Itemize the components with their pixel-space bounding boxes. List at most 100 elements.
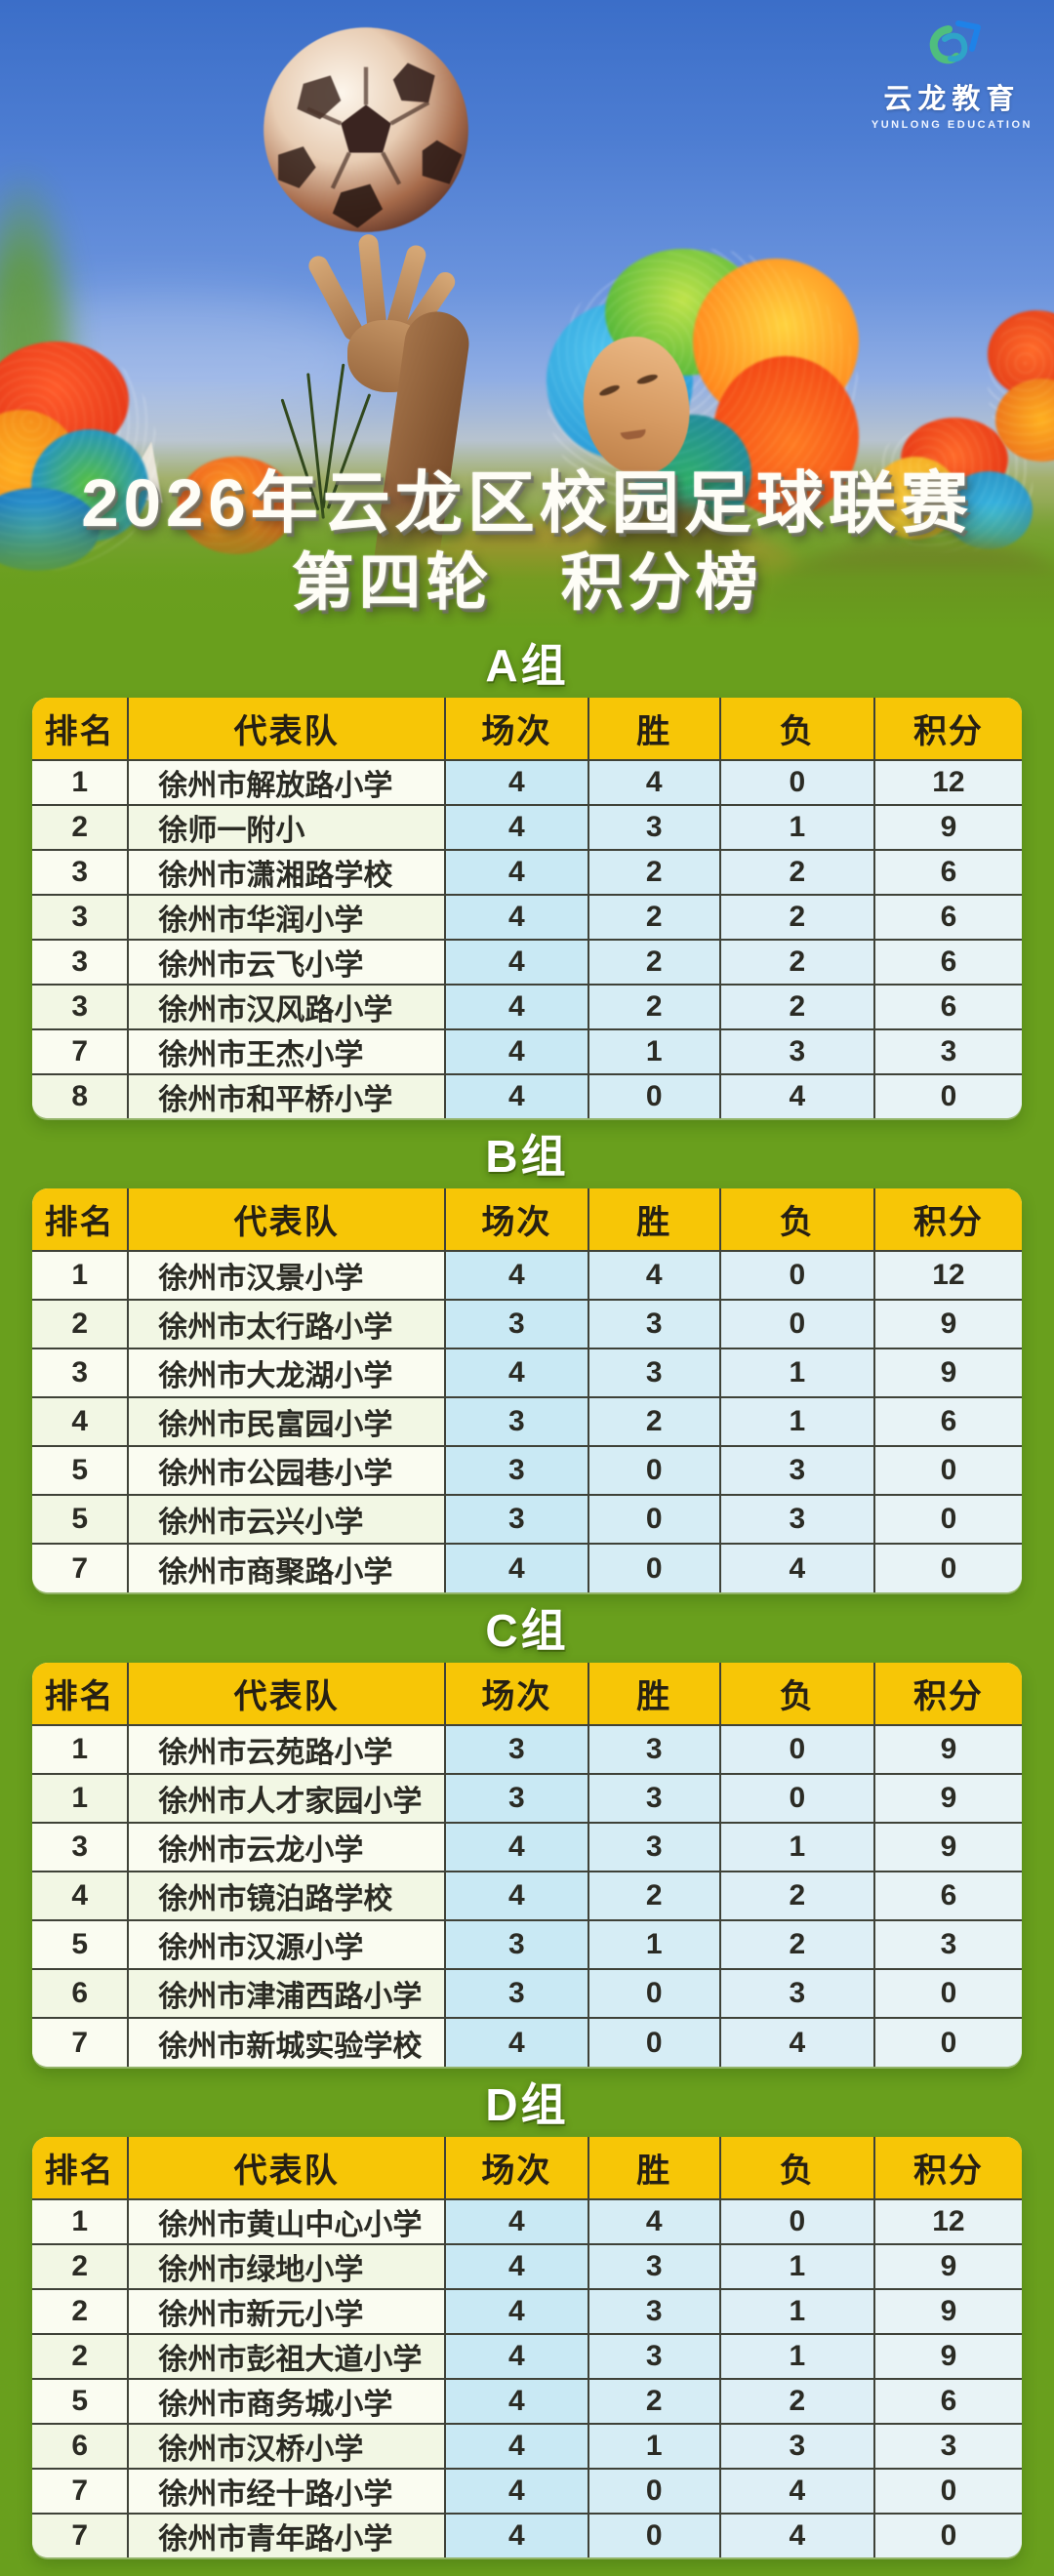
- played-cell: 4: [444, 1073, 589, 1118]
- table-row: 7 徐州市经十路小学 4 0 4 0: [32, 2468, 1022, 2514]
- column-header: 胜: [588, 1663, 721, 1725]
- team-cell: 徐州市黄山中心小学: [128, 2198, 446, 2244]
- rank-cell: 3: [32, 894, 130, 940]
- wins-cell: 1: [588, 2423, 721, 2469]
- points-cell: 6: [873, 1396, 1022, 1446]
- table-row: 3 徐州市汉风路小学 4 2 2 6: [32, 984, 1022, 1029]
- team-cell: 徐州市云苑路小学: [128, 1724, 446, 1774]
- rank-cell: 1: [32, 1724, 130, 1774]
- table-row: 6 徐州市津浦西路小学 3 0 3 0: [32, 1968, 1022, 2018]
- played-cell: 3: [444, 1494, 589, 1544]
- rank-cell: 4: [32, 1871, 130, 1920]
- points-cell: 9: [873, 2333, 1022, 2379]
- losses-cell: 1: [719, 2243, 875, 2289]
- team-cell: 徐州市华润小学: [128, 894, 446, 940]
- played-cell: 4: [444, 2243, 589, 2289]
- points-cell: 3: [873, 2423, 1022, 2469]
- wins-cell: 3: [588, 2243, 721, 2289]
- rank-cell: 4: [32, 1396, 130, 1446]
- group-section: C组 排名 代表队 场次胜负积分 1 徐州市云苑路小学 3 3 0 9 1 徐州市人才家园小学 3 3…: [0, 1604, 1054, 2067]
- losses-cell: 2: [719, 1919, 875, 1969]
- group-section: D组 排名 代表队 场次胜负积分 1 徐州市黄山中心小学 4 4 0 12 2 徐州市绿地小学 4 3…: [0, 2078, 1054, 2557]
- team-cell: 徐州市汉景小学: [128, 1250, 446, 1300]
- losses-cell: 0: [719, 759, 875, 805]
- team-cell: 徐州市云兴小学: [128, 1494, 446, 1544]
- table-row: 3 徐州市潇湘路学校 4 2 2 6: [32, 849, 1022, 895]
- points-cell: 3: [873, 1028, 1022, 1074]
- points-cell: 9: [873, 1299, 1022, 1348]
- losses-cell: 1: [719, 1822, 875, 1872]
- team-cell: 徐州市太行路小学: [128, 1299, 446, 1348]
- table-row: 1 徐州市汉景小学 4 4 0 12: [32, 1250, 1022, 1300]
- wins-cell: 2: [588, 2378, 721, 2424]
- table-row: 5 徐州市公园巷小学 3 0 3 0: [32, 1445, 1022, 1495]
- column-header: 场次: [444, 1663, 589, 1725]
- points-cell: 9: [873, 2243, 1022, 2289]
- rank-cell: 7: [32, 1028, 130, 1074]
- table-row: 3 徐州市云龙小学 4 3 1 9: [32, 1822, 1022, 1872]
- team-cell: 徐州市云飞小学: [128, 939, 446, 985]
- rank-cell: 3: [32, 1348, 130, 1397]
- header-row: 排名 代表队 场次胜负积分: [32, 1188, 1022, 1251]
- rainbow-wig-edge: [988, 310, 1054, 462]
- team-cell: 徐州市汉风路小学: [128, 984, 446, 1029]
- played-cell: 4: [444, 2198, 589, 2244]
- played-cell: 3: [444, 1919, 589, 1969]
- soccer-ball-icon: [264, 27, 468, 232]
- column-header: 排名: [32, 1188, 130, 1251]
- standings-table: 排名 代表队 场次胜负积分 1 徐州市解放路小学 4 4 0 12 2 徐师一附小 4 3 1 9 3 徐州市…: [32, 698, 1022, 1118]
- wins-cell: 0: [588, 1494, 721, 1544]
- wins-cell: 3: [588, 804, 721, 850]
- team-cell: 徐州市王杰小学: [128, 1028, 446, 1074]
- losses-cell: 2: [719, 894, 875, 940]
- table-row: 3 徐州市华润小学 4 2 2 6: [32, 894, 1022, 940]
- column-header: 代表队: [128, 698, 446, 760]
- rank-cell: 5: [32, 1494, 130, 1544]
- column-header: 负: [719, 1663, 875, 1725]
- losses-cell: 0: [719, 1724, 875, 1774]
- losses-cell: 1: [719, 1396, 875, 1446]
- losses-cell: 0: [719, 2198, 875, 2244]
- played-cell: 4: [444, 1028, 589, 1074]
- logo-icon: [930, 20, 982, 64]
- points-cell: 0: [873, 1543, 1022, 1592]
- team-cell: 徐州市经十路小学: [128, 2468, 446, 2514]
- table-row: 6 徐州市汉桥小学 4 1 3 3: [32, 2423, 1022, 2469]
- points-cell: 12: [873, 1250, 1022, 1300]
- team-cell: 徐州市绿地小学: [128, 2243, 446, 2289]
- grass-fade: [0, 503, 1054, 629]
- points-cell: 6: [873, 984, 1022, 1029]
- wins-cell: 0: [588, 1968, 721, 2018]
- column-header: 场次: [444, 2137, 589, 2199]
- wins-cell: 2: [588, 1871, 721, 1920]
- played-cell: 3: [444, 1299, 589, 1348]
- points-cell: 6: [873, 2378, 1022, 2424]
- title-line-2: 第四轮 积分榜: [291, 546, 763, 618]
- points-cell: 9: [873, 1773, 1022, 1823]
- wins-cell: 0: [588, 2017, 721, 2067]
- wins-cell: 3: [588, 1299, 721, 1348]
- points-cell: 9: [873, 1724, 1022, 1774]
- points-cell: 9: [873, 804, 1022, 850]
- points-cell: 6: [873, 894, 1022, 940]
- losses-cell: 2: [719, 1871, 875, 1920]
- points-cell: 12: [873, 2198, 1022, 2244]
- played-cell: 4: [444, 894, 589, 940]
- losses-cell: 2: [719, 849, 875, 895]
- group-label: D组: [485, 2079, 569, 2130]
- played-cell: 3: [444, 1445, 589, 1495]
- rank-cell: 7: [32, 2513, 130, 2557]
- table-row: 7 徐州市商聚路小学 4 0 4 0: [32, 1543, 1022, 1592]
- column-header: 胜: [588, 1188, 721, 1251]
- losses-cell: 0: [719, 1250, 875, 1300]
- rank-cell: 2: [32, 2288, 130, 2334]
- header-row: 排名 代表队 场次胜负积分: [32, 2137, 1022, 2199]
- points-cell: 6: [873, 1871, 1022, 1920]
- losses-cell: 3: [719, 1445, 875, 1495]
- table-row: 4 徐州市镜泊路学校 4 2 2 6: [32, 1871, 1022, 1920]
- table-row: 2 徐州市绿地小学 4 3 1 9: [32, 2243, 1022, 2289]
- played-cell: 3: [444, 1968, 589, 2018]
- team-cell: 徐州市和平桥小学: [128, 1073, 446, 1118]
- losses-cell: 4: [719, 1073, 875, 1118]
- team-cell: 徐州市民富园小学: [128, 1396, 446, 1446]
